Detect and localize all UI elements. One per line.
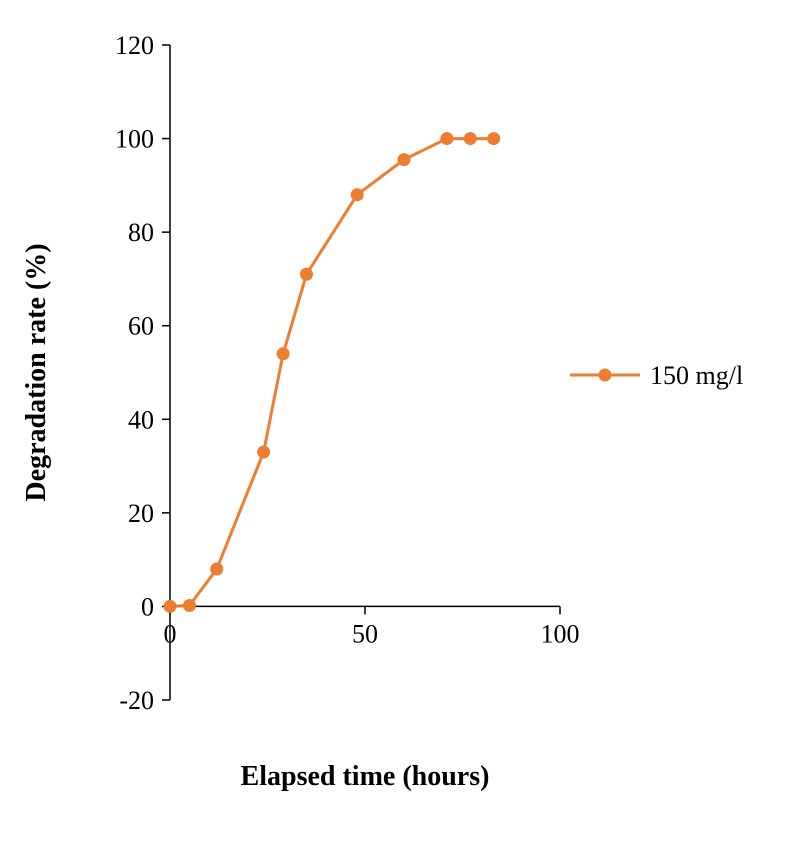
x-tick-label: 0	[164, 619, 177, 648]
series-marker	[464, 133, 476, 145]
legend-label: 150 mg/l	[650, 361, 743, 390]
x-tick-label: 50	[352, 619, 378, 648]
series-marker	[164, 600, 176, 612]
series-marker	[184, 599, 196, 611]
y-tick-label: 60	[128, 312, 154, 341]
y-axis-label: Degradation rate (%)	[21, 243, 52, 501]
series-marker	[441, 133, 453, 145]
y-tick-label: 20	[128, 499, 154, 528]
y-tick-label: 100	[115, 125, 154, 154]
legend-marker	[599, 369, 611, 381]
series-marker	[211, 563, 223, 575]
chart-container: -20 0 20 40 60 80 100 120 0 50 100 150 mg/l Degradat…	[0, 0, 801, 854]
series-marker	[398, 154, 410, 166]
series-marker	[277, 348, 289, 360]
y-tick-label: 40	[128, 405, 154, 434]
series-line	[170, 139, 494, 607]
y-tick-label: 0	[141, 592, 154, 621]
series-marker	[301, 268, 313, 280]
x-tick-label: 100	[541, 619, 580, 648]
y-tick-label: 80	[128, 218, 154, 247]
y-tick-label: 120	[115, 31, 154, 60]
y-tick-label: -20	[119, 686, 154, 715]
series-marker	[351, 189, 363, 201]
line-chart: -20 0 20 40 60 80 100 120 0 50 100 150 mg/l Degradat…	[0, 0, 801, 854]
series-marker	[488, 133, 500, 145]
series-marker	[258, 446, 270, 458]
x-axis-label: Elapsed time (hours)	[241, 761, 490, 792]
